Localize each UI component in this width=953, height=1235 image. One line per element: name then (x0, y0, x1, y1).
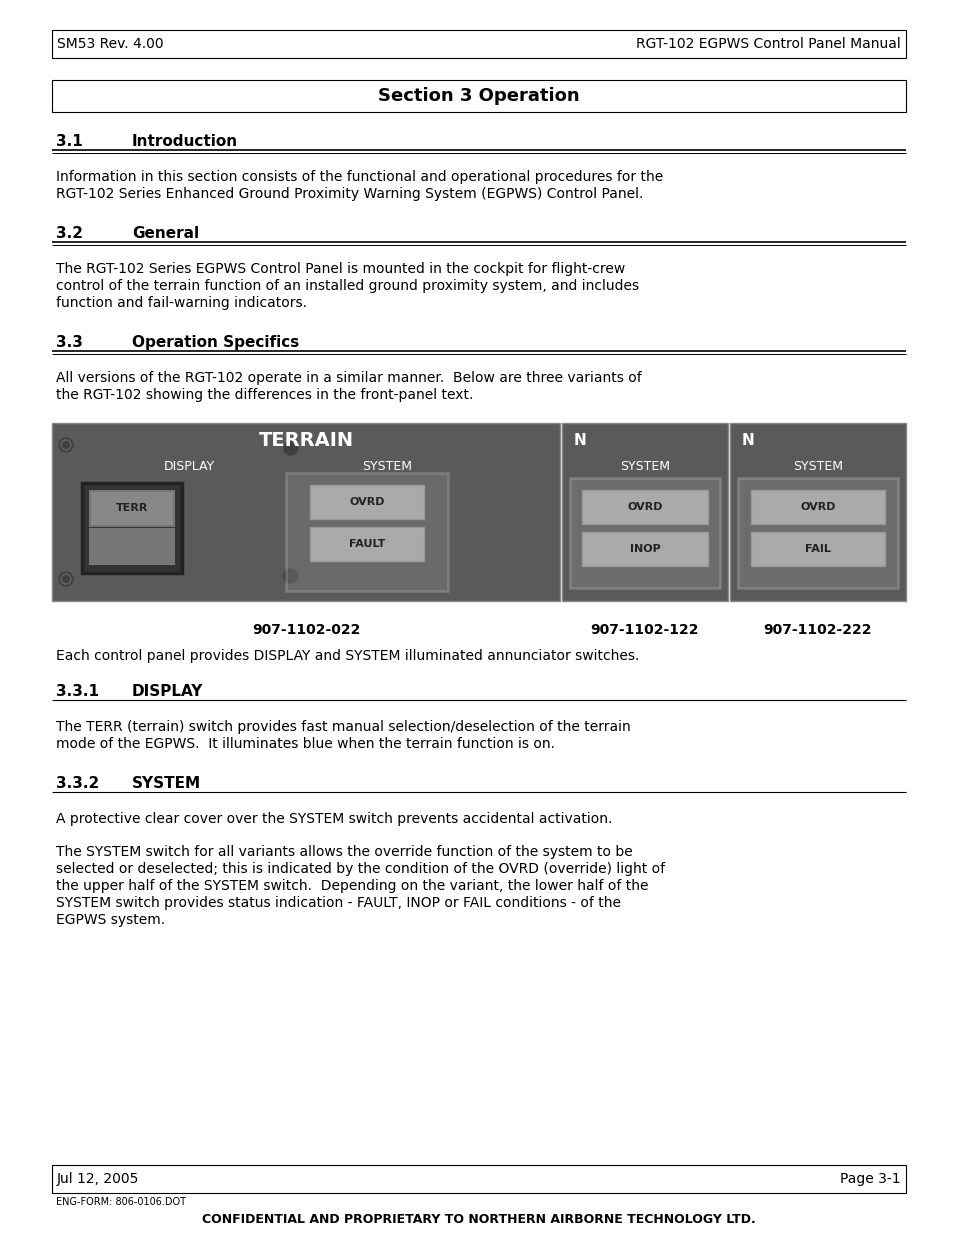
Text: N: N (574, 433, 586, 448)
Text: OVRD: OVRD (349, 496, 384, 508)
Text: mode of the EGPWS.  It illuminates blue when the terrain function is on.: mode of the EGPWS. It illuminates blue w… (56, 737, 555, 751)
Text: 3.2: 3.2 (56, 226, 83, 241)
Text: SYSTEM: SYSTEM (792, 461, 842, 473)
Text: SM53 Rev. 4.00: SM53 Rev. 4.00 (57, 37, 164, 51)
Bar (561, 424, 727, 601)
Text: the RGT-102 showing the differences in the front-panel text.: the RGT-102 showing the differences in t… (56, 388, 473, 403)
Bar (310, 527, 423, 561)
Text: 907-1102-222: 907-1102-222 (763, 622, 871, 637)
Text: Each control panel provides DISPLAY and SYSTEM illuminated annunciator switches.: Each control panel provides DISPLAY and … (56, 650, 639, 663)
Text: Page 3-1: Page 3-1 (840, 1172, 900, 1186)
Text: OVRD: OVRD (626, 501, 662, 513)
Text: FAIL: FAIL (804, 543, 830, 555)
Text: 3.3: 3.3 (56, 335, 83, 350)
Text: All versions of the RGT-102 operate in a similar manner.  Below are three varian: All versions of the RGT-102 operate in a… (56, 370, 641, 385)
Text: ENG-FORM: 806-0106.DOT: ENG-FORM: 806-0106.DOT (56, 1197, 186, 1207)
Text: Operation Specifics: Operation Specifics (132, 335, 299, 350)
Bar (750, 490, 884, 524)
Bar (90, 492, 173, 526)
Text: EGPWS system.: EGPWS system. (56, 913, 165, 927)
Text: Jul 12, 2005: Jul 12, 2005 (57, 1172, 139, 1186)
Text: control of the terrain function of an installed ground proximity system, and inc: control of the terrain function of an in… (56, 279, 639, 293)
Bar (581, 532, 707, 566)
Bar (52, 80, 905, 112)
Circle shape (59, 572, 73, 585)
Text: SYSTEM: SYSTEM (619, 461, 669, 473)
Bar (310, 485, 423, 519)
Circle shape (283, 569, 297, 583)
Bar (90, 529, 173, 564)
Text: The TERR (terrain) switch provides fast manual selection/deselection of the terr: The TERR (terrain) switch provides fast … (56, 720, 630, 734)
Text: FAULT: FAULT (349, 538, 385, 550)
Bar (729, 424, 905, 601)
Text: 907-1102-122: 907-1102-122 (590, 622, 699, 637)
Text: Section 3 Operation: Section 3 Operation (377, 86, 579, 105)
Circle shape (59, 438, 73, 452)
Text: Introduction: Introduction (132, 135, 238, 149)
Text: DISPLAY: DISPLAY (163, 461, 214, 473)
Bar (738, 478, 897, 588)
Text: 3.3.1: 3.3.1 (56, 684, 99, 699)
Text: function and fail-warning indicators.: function and fail-warning indicators. (56, 296, 307, 310)
Text: SYSTEM: SYSTEM (362, 461, 412, 473)
Text: CONFIDENTIAL AND PROPRIETARY TO NORTHERN AIRBORNE TECHNOLOGY LTD.: CONFIDENTIAL AND PROPRIETARY TO NORTHERN… (202, 1213, 755, 1226)
Text: N: N (741, 433, 754, 448)
Text: Information in this section consists of the functional and operational procedure: Information in this section consists of … (56, 170, 662, 184)
Text: 3.3.2: 3.3.2 (56, 776, 99, 790)
Bar (569, 478, 720, 588)
Text: 3.1: 3.1 (56, 135, 83, 149)
Bar (285, 473, 448, 592)
Text: A protective clear cover over the SYSTEM switch prevents accidental activation.: A protective clear cover over the SYSTEM… (56, 811, 612, 826)
Text: INOP: INOP (629, 543, 659, 555)
Bar (581, 490, 707, 524)
Text: selected or deselected; this is indicated by the condition of the OVRD (override: selected or deselected; this is indicate… (56, 862, 664, 876)
Text: SYSTEM switch provides status indication - FAULT, INOP or FAIL conditions - of t: SYSTEM switch provides status indication… (56, 897, 620, 910)
Text: the upper half of the SYSTEM switch.  Depending on the variant, the lower half o: the upper half of the SYSTEM switch. Dep… (56, 879, 648, 893)
Text: The SYSTEM switch for all variants allows the override function of the system to: The SYSTEM switch for all variants allow… (56, 845, 632, 860)
Text: TERRAIN: TERRAIN (258, 431, 354, 451)
Circle shape (283, 441, 297, 454)
Text: 907-1102-022: 907-1102-022 (252, 622, 360, 637)
Text: RGT-102 Series Enhanced Ground Proximity Warning System (EGPWS) Control Panel.: RGT-102 Series Enhanced Ground Proximity… (56, 186, 642, 201)
Bar (750, 532, 884, 566)
Text: OVRD: OVRD (800, 501, 835, 513)
Bar (52, 1165, 905, 1193)
Bar (82, 483, 182, 573)
Text: The RGT-102 Series EGPWS Control Panel is mounted in the cockpit for flight-crew: The RGT-102 Series EGPWS Control Panel i… (56, 262, 624, 275)
Text: RGT-102 EGPWS Control Panel Manual: RGT-102 EGPWS Control Panel Manual (636, 37, 900, 51)
Bar (52, 30, 905, 58)
Text: SYSTEM: SYSTEM (132, 776, 201, 790)
Bar (52, 424, 559, 601)
Text: TERR: TERR (115, 503, 148, 513)
Text: DISPLAY: DISPLAY (132, 684, 203, 699)
Text: General: General (132, 226, 199, 241)
